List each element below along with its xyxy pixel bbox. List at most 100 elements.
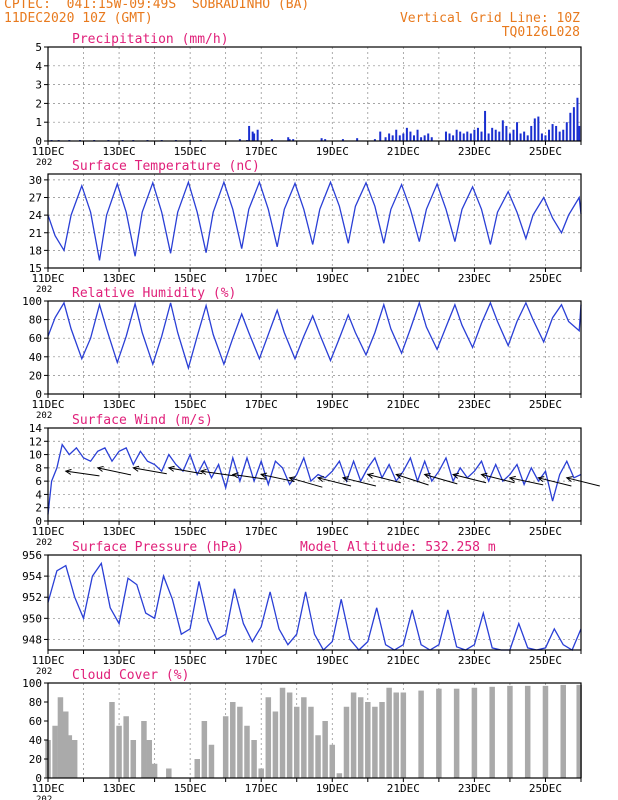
precip-bar xyxy=(341,139,344,141)
wind-ytick-label: 4 xyxy=(35,488,42,501)
press-ytick-label: 952 xyxy=(22,591,42,604)
temp-xtick-label: 21DEC xyxy=(387,272,420,285)
wind-arrow xyxy=(538,477,572,487)
precip-xtick-label: 15DEC xyxy=(174,145,207,158)
cloud-ytick-label: 20 xyxy=(29,753,42,766)
wind-arrow xyxy=(566,477,600,487)
cloud-bar xyxy=(329,744,336,778)
wind-ytick-label: 8 xyxy=(35,462,42,475)
wind-xtick-label: 23DEC xyxy=(458,525,491,538)
precip-panel: 0 1 2 3 4 5 11DEC 13DEC 15DEC 17DEC 19DEC 21DEC 23DE… xyxy=(31,32,582,168)
precip-bar xyxy=(444,131,447,141)
rh-ytick-label: 80 xyxy=(29,314,42,327)
precip-title: Precipitation (mm/h) xyxy=(72,32,229,47)
cloud-bar xyxy=(386,687,392,778)
wind-arrow xyxy=(509,477,544,486)
press-xtick-label: 19DEC xyxy=(316,654,349,667)
cloud-bar xyxy=(489,686,495,778)
cloud-bar xyxy=(336,773,343,778)
wind-arrow-head xyxy=(423,472,431,479)
wind-arrow xyxy=(367,474,401,484)
cloud-panel: 0 20 40 60 80 100 11DEC 13DEC 15DEC 17DEC 19DEC 21D… xyxy=(22,668,582,800)
temp-ytick-label: 30 xyxy=(29,174,42,187)
precip-bar xyxy=(494,129,497,141)
cloud-xtick-label: 25DEC xyxy=(529,782,562,795)
press-xtick-label: 15DEC xyxy=(174,654,207,667)
wind-xtick-label: 11DEC xyxy=(31,525,64,538)
press-xtick-label: 23DEC xyxy=(458,654,491,667)
precip-ytick-label: 2 xyxy=(35,97,42,110)
rh-xtick-label: 17DEC xyxy=(245,398,278,411)
temp-ytick-label: 18 xyxy=(29,244,42,257)
wind-arrow-head xyxy=(167,465,175,472)
rh-ytick-label: 40 xyxy=(29,351,42,364)
precip-bar xyxy=(412,135,415,141)
wind-arrow-head xyxy=(64,468,72,475)
cloud-bar xyxy=(66,735,73,778)
rh-xtick-label: 25DEC xyxy=(529,398,562,411)
cloud-ytick-label: 0 xyxy=(35,772,42,785)
press-xtick-label: 13DEC xyxy=(103,654,136,667)
rh-frame xyxy=(47,300,582,395)
temp-ytick-label: 15 xyxy=(29,262,42,275)
wind-title: Surface Wind (m/s) xyxy=(72,413,213,428)
precip-bar xyxy=(384,137,387,141)
rh-title: Relative Humidity (%) xyxy=(72,286,236,301)
cloud-bar xyxy=(279,687,286,778)
rh-series-line xyxy=(47,300,582,371)
cloud-bar xyxy=(151,763,158,778)
wind-year-label: 202 xyxy=(36,538,52,548)
rh-xtick-label: 21DEC xyxy=(387,398,420,411)
wind-arrow-head xyxy=(565,476,573,483)
temp-series-line xyxy=(47,180,582,261)
precip-bar xyxy=(555,125,558,141)
precip-bar xyxy=(405,127,408,141)
cloud-bar xyxy=(166,768,172,778)
precip-bar xyxy=(505,125,508,141)
cloud-bar xyxy=(109,702,115,778)
wind-arrow xyxy=(317,477,352,487)
wind-xtick-label: 15DEC xyxy=(174,525,207,538)
precip-bar xyxy=(512,129,515,141)
cloud-title: Cloud Cover (%) xyxy=(72,668,189,683)
precip-bar xyxy=(416,129,419,141)
cloud-bar xyxy=(63,711,69,778)
precip-bar xyxy=(324,139,327,141)
cloud-bar xyxy=(230,702,236,778)
precip-bar xyxy=(288,139,291,141)
precip-xtick-label: 13DEC xyxy=(103,145,136,158)
wind-xtick-label: 21DEC xyxy=(387,525,420,538)
precip-bar xyxy=(388,133,391,141)
precip-bar xyxy=(379,131,382,141)
cloud-ytick-label: 40 xyxy=(29,734,42,747)
precip-bar xyxy=(537,116,540,141)
wind-arrow-head xyxy=(260,472,268,479)
wind-arrow-head xyxy=(480,472,488,479)
cloud-bar xyxy=(393,692,399,778)
precip-bar xyxy=(423,135,426,141)
wind-arrow xyxy=(65,470,100,477)
cloud-year-label: 202 xyxy=(36,795,52,800)
cloud-bar xyxy=(237,706,243,778)
temp-xtick-label: 11DEC xyxy=(31,272,64,285)
wind-xtick-label: 19DEC xyxy=(316,525,349,538)
wind-arrow-head xyxy=(341,476,349,483)
precip-ytick-label: 3 xyxy=(35,79,42,92)
press-year-label: 202 xyxy=(36,667,52,677)
cloud-bar xyxy=(272,711,279,778)
cloud-ytick-label: 100 xyxy=(22,677,42,690)
precip-bar xyxy=(459,131,462,141)
rh-ytick-label: 60 xyxy=(29,332,42,345)
cloud-bar xyxy=(201,721,208,778)
cloud-bar xyxy=(365,702,371,778)
precip-xtick-label: 17DEC xyxy=(245,145,278,158)
temp-ytick-label: 24 xyxy=(29,209,43,222)
precip-bar xyxy=(292,139,295,141)
wind-series-line xyxy=(47,443,582,515)
precip-bar xyxy=(398,135,401,141)
wind-ytick-label: 14 xyxy=(29,422,43,435)
precip-bar xyxy=(565,122,568,141)
cloud-bar xyxy=(208,744,215,778)
precip-bar xyxy=(476,127,479,141)
